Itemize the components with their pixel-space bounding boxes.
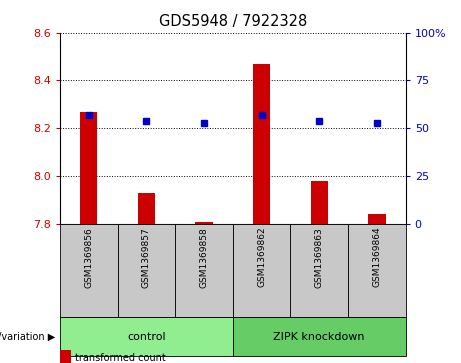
Text: GSM1369858: GSM1369858	[200, 227, 208, 287]
Text: GSM1369864: GSM1369864	[372, 227, 381, 287]
Bar	[60, 224, 118, 318]
Text: ZIPK knockdown: ZIPK knockdown	[273, 332, 365, 342]
Bar	[138, 193, 155, 224]
Text: genotype/variation ▶: genotype/variation ▶	[0, 332, 55, 342]
Bar	[368, 215, 385, 224]
Bar	[311, 181, 328, 224]
Bar	[195, 221, 213, 224]
Bar	[348, 224, 406, 318]
Bar	[233, 318, 406, 356]
Text: control: control	[127, 332, 165, 342]
Text: GSM1369863: GSM1369863	[315, 227, 324, 287]
Bar	[253, 64, 270, 224]
Text: GSM1369857: GSM1369857	[142, 227, 151, 287]
Bar	[80, 111, 97, 224]
Title: GDS5948 / 7922328: GDS5948 / 7922328	[159, 14, 307, 29]
Bar	[290, 224, 348, 318]
Bar	[175, 224, 233, 318]
Text: GSM1369856: GSM1369856	[84, 227, 93, 287]
Text: GSM1369862: GSM1369862	[257, 227, 266, 287]
Text: transformed count: transformed count	[75, 352, 166, 363]
Bar	[118, 224, 175, 318]
Bar	[60, 318, 233, 356]
Bar	[233, 224, 290, 318]
